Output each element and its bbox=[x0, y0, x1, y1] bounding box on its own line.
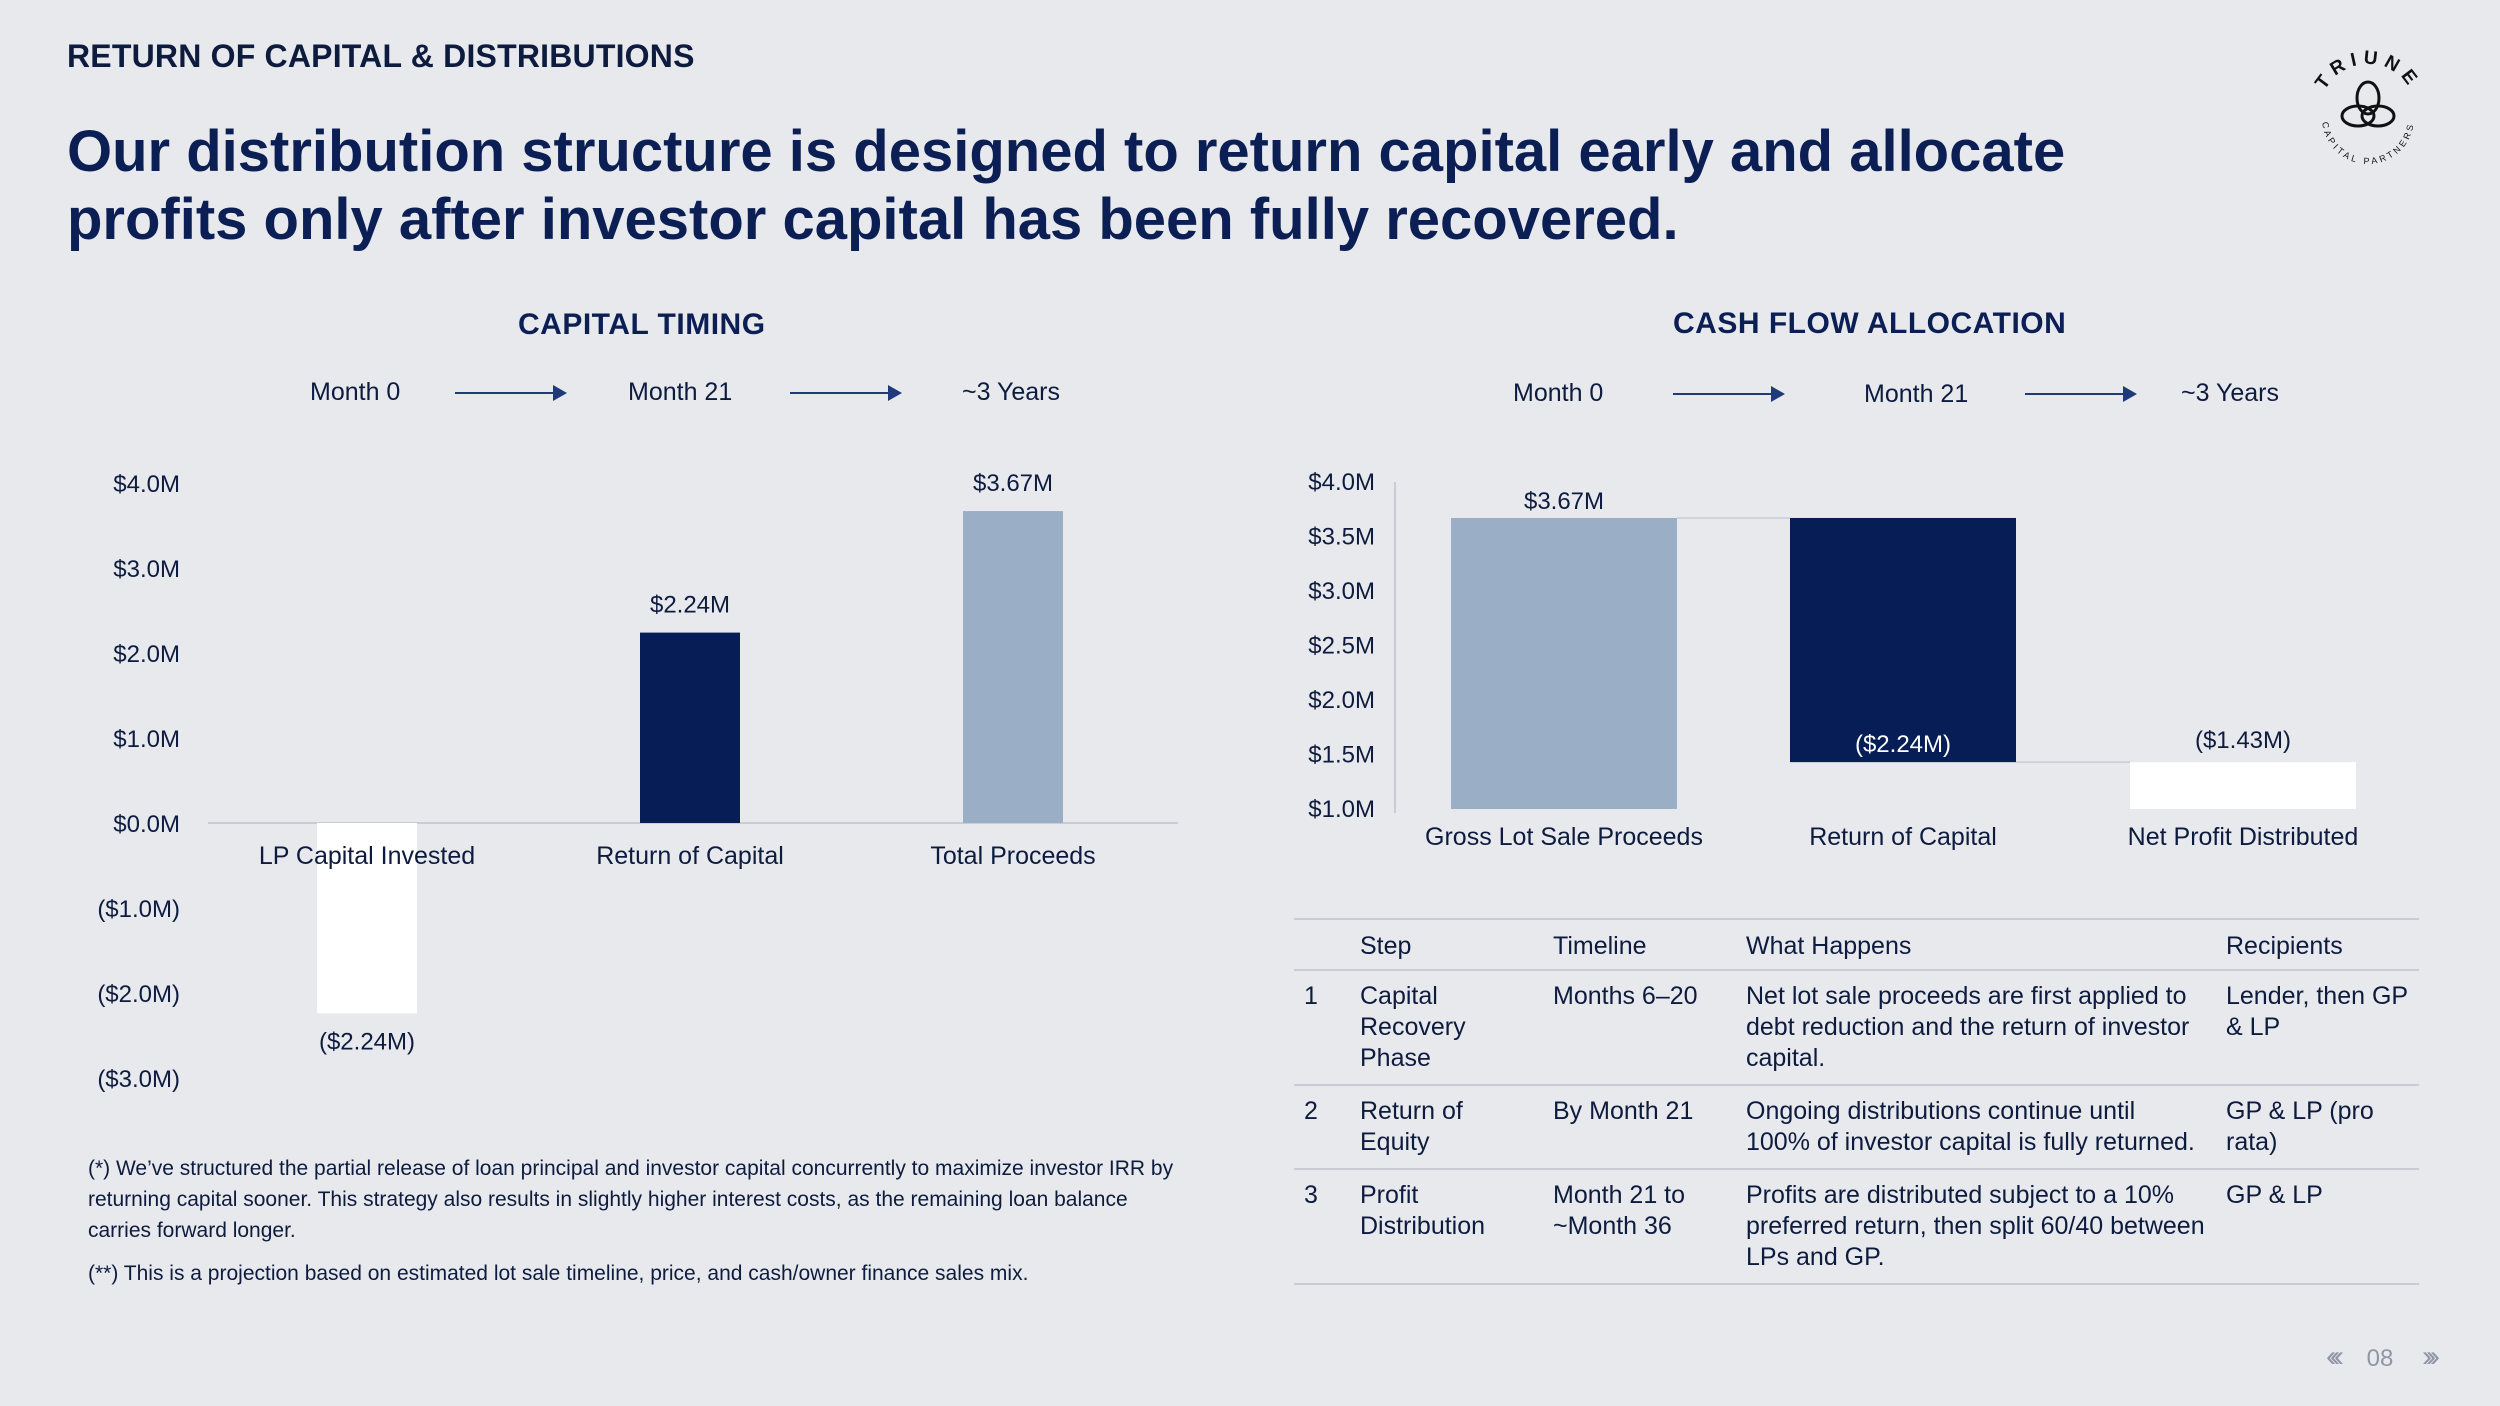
logo-subtext: CAPITAL PARTNERS bbox=[2320, 121, 2413, 166]
y-tick-label: ($3.0M) bbox=[97, 1066, 180, 1093]
table-cell: GP & LP bbox=[2216, 1169, 2419, 1285]
right-timeline-month21: Month 21 bbox=[1864, 380, 1969, 408]
table-row: 1 Capital Recovery Phase Months 6–20 Net… bbox=[1294, 970, 2419, 1086]
cash-flow-allocation-chart: $4.0M $3.5M $3.0M $2.5M $2.0M $1.5M $1.0M $3.67… bbox=[1308, 469, 2359, 851]
y-tick-label: ($1.0M) bbox=[97, 896, 180, 923]
triune-knot-icon: TRIUNE CAPITAL PARTNERS bbox=[2311, 47, 2424, 166]
page-headline: Our distribution structure is designed t… bbox=[67, 118, 2267, 254]
y-tick-label: $3.5M bbox=[1308, 524, 1375, 551]
bar bbox=[2130, 762, 2356, 809]
headline-line-2: profits only after investor capital has … bbox=[67, 187, 1679, 252]
bar bbox=[963, 511, 1063, 823]
y-tick-label: $3.0M bbox=[1308, 578, 1375, 605]
y-tick-label: $1.0M bbox=[1308, 796, 1375, 823]
y-tick-label: ($2.0M) bbox=[97, 981, 180, 1008]
left-timeline-month21: Month 21 bbox=[628, 378, 733, 406]
bar bbox=[1451, 517, 1677, 809]
capital-timing-chart: $4.0M $3.0M $2.0M $1.0M $0.0M ($1.0M) ($2.0M) (… bbox=[97, 470, 1178, 1093]
data-label: $2.24M bbox=[650, 592, 730, 619]
y-tick-label: $4.0M bbox=[113, 471, 180, 498]
data-label: $3.67M bbox=[973, 470, 1053, 497]
chevron-double-left-icon[interactable]: ‹‹‹ bbox=[2325, 1340, 2344, 1373]
bar bbox=[640, 632, 740, 823]
table-header-timeline: Timeline bbox=[1543, 918, 1736, 971]
table-cell: 3 bbox=[1294, 1169, 1350, 1285]
table-cell: 2 bbox=[1294, 1085, 1350, 1170]
category-label: Return of Capital bbox=[596, 842, 784, 870]
triune-logo: TRIUNE CAPITAL PARTNERS bbox=[2298, 40, 2438, 180]
table-cell: By Month 21 bbox=[1543, 1085, 1736, 1170]
table-cell: Return of Equity bbox=[1350, 1085, 1543, 1170]
data-label: ($2.24M) bbox=[1855, 731, 1951, 758]
table-row: 2 Return of Equity By Month 21 Ongoing d… bbox=[1294, 1085, 2419, 1170]
right-arrow-icon bbox=[2025, 386, 2137, 402]
category-label: Return of Capital bbox=[1809, 823, 1997, 851]
category-label: Total Proceeds bbox=[930, 842, 1095, 870]
table-cell: Ongoing distributions continue until 100… bbox=[1736, 1085, 2216, 1170]
table-cell: Profits are distributed subject to a 10%… bbox=[1736, 1169, 2216, 1285]
y-tick-label: $3.0M bbox=[113, 556, 180, 583]
left-chart-title: CAPITAL TIMING bbox=[518, 308, 766, 341]
table-header-step: Step bbox=[1350, 918, 1543, 971]
left-timeline-month0: Month 0 bbox=[310, 378, 401, 406]
left-timeline-3years: ~3 Years bbox=[962, 378, 1061, 406]
bar bbox=[1790, 517, 2016, 763]
table-row: 3 Profit Distribution Month 21 to ~Month… bbox=[1294, 1169, 2419, 1285]
table-cell: GP & LP (pro rata) bbox=[2216, 1085, 2419, 1170]
data-label: ($1.43M) bbox=[2195, 727, 2291, 754]
y-tick-label: $0.0M bbox=[113, 811, 180, 838]
category-label: Gross Lot Sale Proceeds bbox=[1425, 823, 1703, 851]
table-header-recipients: Recipients bbox=[2216, 918, 2419, 971]
footnote-2: (**) This is a projection based on estim… bbox=[88, 1262, 1029, 1285]
pager: ‹‹‹ 08 ››› bbox=[2325, 1340, 2440, 1374]
data-label: $3.67M bbox=[1524, 488, 1604, 515]
right-arrow-icon bbox=[1673, 386, 1785, 402]
data-label: ($2.24M) bbox=[319, 1028, 415, 1055]
table-header-what-happens: What Happens bbox=[1736, 918, 2216, 971]
y-tick-label: $2.5M bbox=[1308, 633, 1375, 660]
footnote-1: (*) We’ve structured the partial release… bbox=[88, 1157, 1174, 1242]
table-cell: Month 21 to ~Month 36 bbox=[1543, 1169, 1736, 1285]
section-title: RETURN OF CAPITAL & DISTRIBUTIONS bbox=[67, 38, 695, 74]
right-timeline-month0: Month 0 bbox=[1513, 379, 1604, 407]
svg-text:CAPITAL PARTNERS: CAPITAL PARTNERS bbox=[2320, 121, 2416, 166]
category-label: Net Profit Distributed bbox=[2128, 823, 2359, 851]
table-cell: Net lot sale proceeds are first applied … bbox=[1736, 970, 2216, 1086]
bar bbox=[317, 823, 417, 1014]
page-number: 08 bbox=[2366, 1345, 2394, 1372]
table-cell: Profit Distribution bbox=[1350, 1169, 1543, 1285]
left-arrow-icon bbox=[790, 385, 902, 401]
y-tick-label: $1.0M bbox=[113, 726, 180, 753]
y-tick-label: $2.0M bbox=[1308, 687, 1375, 714]
svg-text:TRIUNE: TRIUNE bbox=[2311, 47, 2424, 93]
y-tick-label: $4.0M bbox=[1308, 469, 1375, 496]
table-cell: 1 bbox=[1294, 970, 1350, 1086]
chevron-double-right-icon[interactable]: ››› bbox=[2422, 1340, 2440, 1373]
table-cell: Lender, then GP & LP bbox=[2216, 970, 2419, 1086]
logo-text: TRIUNE bbox=[2311, 47, 2418, 93]
table-header-row: Step Timeline What Happens Recipients bbox=[1294, 918, 2419, 971]
headline-line-1: Our distribution structure is designed t… bbox=[67, 119, 2066, 184]
right-chart-title: CASH FLOW ALLOCATION bbox=[1673, 307, 2067, 340]
category-label: LP Capital Invested bbox=[259, 842, 475, 870]
table-cell: Months 6–20 bbox=[1543, 970, 1736, 1086]
y-tick-label: $1.5M bbox=[1308, 742, 1375, 769]
y-tick-label: $2.0M bbox=[113, 641, 180, 668]
distribution-steps-table: Step Timeline What Happens Recipients 1 … bbox=[1294, 918, 2419, 1285]
right-timeline-3years: ~3 Years bbox=[2181, 379, 2280, 407]
table-cell: Capital Recovery Phase bbox=[1350, 970, 1543, 1086]
table-header-index bbox=[1294, 918, 1350, 971]
left-arrow-icon bbox=[455, 385, 567, 401]
